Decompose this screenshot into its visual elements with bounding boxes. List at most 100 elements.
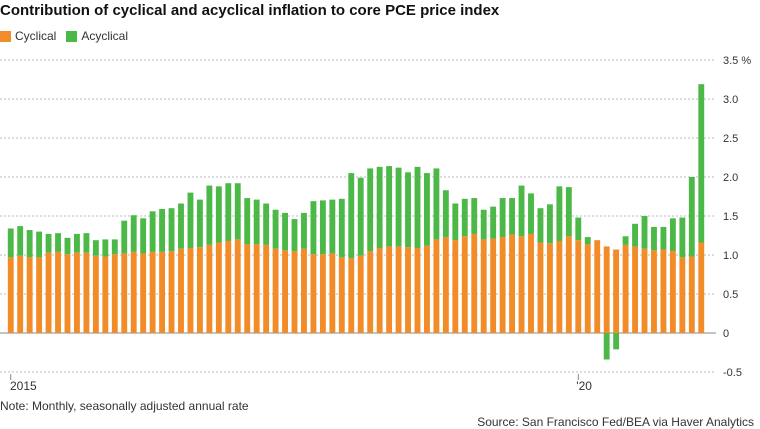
legend-label-cyclical: Cyclical xyxy=(15,29,57,43)
bar-acyclical xyxy=(338,198,345,258)
bar-acyclical xyxy=(395,167,402,247)
bar-acyclical xyxy=(244,198,251,245)
bar-cyclical xyxy=(518,236,525,333)
bar-acyclical xyxy=(329,199,336,254)
bar-cyclical xyxy=(291,251,298,333)
bar-cyclical xyxy=(679,257,686,333)
bar-acyclical xyxy=(187,192,194,248)
bar-acyclical xyxy=(518,185,525,237)
bar-cyclical xyxy=(357,255,364,333)
bar-cyclical xyxy=(7,257,14,333)
y-tick-label: 0 xyxy=(723,328,729,340)
bar-cyclical xyxy=(17,255,24,333)
x-tick-label: '20 xyxy=(576,379,592,393)
bar-cyclical xyxy=(102,256,109,333)
bar-cyclical xyxy=(215,242,222,333)
chart-legend: Cyclical Acyclical xyxy=(0,29,138,43)
bar-cyclical xyxy=(301,248,307,333)
bar-acyclical xyxy=(74,233,80,253)
y-tick-label: -0.5 xyxy=(723,367,742,379)
bar-acyclical xyxy=(528,193,534,234)
legend-label-acyclical: Acyclical xyxy=(81,29,129,43)
bar-acyclical xyxy=(319,200,326,255)
bar-acyclical xyxy=(215,186,222,243)
bar-acyclical xyxy=(490,206,497,239)
bar-acyclical xyxy=(651,226,657,251)
bar-cyclical xyxy=(452,240,459,333)
bar-cyclical xyxy=(461,236,468,333)
bar-acyclical xyxy=(405,172,411,248)
bar-cyclical xyxy=(45,252,52,333)
bar-cyclical xyxy=(26,257,33,333)
bar-acyclical xyxy=(36,231,43,258)
bar-acyclical xyxy=(272,209,279,249)
bar-acyclical xyxy=(613,333,620,350)
bar-cyclical xyxy=(74,252,80,333)
bar-acyclical xyxy=(282,212,288,251)
bar-cyclical xyxy=(480,239,487,333)
bar-acyclical xyxy=(140,218,147,254)
bar-cyclical xyxy=(603,246,610,333)
chart-source: Source: San Francisco Fed/BEA via Haver … xyxy=(477,415,754,429)
bar-cyclical xyxy=(263,244,270,333)
bar-cyclical xyxy=(310,254,317,333)
bar-cyclical xyxy=(329,253,336,333)
bar-acyclical xyxy=(584,237,591,245)
bar-acyclical xyxy=(121,220,128,254)
bar-cyclical xyxy=(282,250,288,333)
bar-acyclical xyxy=(17,226,24,256)
bar-cyclical xyxy=(698,242,705,333)
bar-acyclical xyxy=(461,198,468,237)
bar-acyclical xyxy=(253,199,260,245)
bar-cyclical xyxy=(471,233,478,333)
bar-cyclical xyxy=(206,244,213,333)
bar-cyclical xyxy=(121,253,128,333)
y-tick-label: 2.0 xyxy=(723,172,738,184)
bar-cyclical xyxy=(584,244,591,333)
bar-acyclical xyxy=(471,198,478,234)
bar-acyclical xyxy=(55,233,61,252)
bar-acyclical xyxy=(159,208,166,252)
bar-cyclical xyxy=(159,251,166,333)
bar-cyclical xyxy=(272,248,279,333)
bar-acyclical xyxy=(603,333,610,360)
bar-acyclical xyxy=(565,187,572,237)
bar-acyclical xyxy=(367,168,374,252)
bar-acyclical xyxy=(196,199,203,248)
bar-cyclical xyxy=(386,246,393,333)
bar-acyclical xyxy=(102,239,109,257)
legend-item-cyclical: Cyclical xyxy=(0,29,56,43)
bar-cyclical xyxy=(348,258,355,333)
bar-cyclical xyxy=(641,248,648,333)
bar-acyclical xyxy=(348,173,355,259)
y-tick-label: 2.5 xyxy=(723,133,738,145)
bar-cyclical xyxy=(433,239,440,333)
bar-cyclical xyxy=(528,233,534,333)
bar-cyclical xyxy=(178,248,184,333)
bar-cyclical xyxy=(490,238,497,333)
bar-acyclical xyxy=(130,215,137,252)
y-tick-label: 1.0 xyxy=(723,250,738,262)
bar-cyclical xyxy=(111,254,118,333)
bar-acyclical xyxy=(64,237,71,255)
chart-footnote: Note: Monthly, seasonally adjusted annua… xyxy=(0,399,249,413)
bar-acyclical xyxy=(452,203,459,241)
bar-cyclical xyxy=(395,246,402,333)
bar-cyclical xyxy=(36,257,43,333)
bar-acyclical xyxy=(669,218,676,252)
bar-acyclical xyxy=(178,203,184,249)
bar-cyclical xyxy=(338,257,345,333)
bar-cyclical xyxy=(622,244,629,333)
bar-cyclical xyxy=(651,250,657,333)
bar-cyclical xyxy=(55,251,61,333)
bar-cyclical xyxy=(187,247,194,333)
bar-acyclical xyxy=(168,208,175,252)
bar-acyclical xyxy=(92,240,99,256)
y-tick-label: 0.5 xyxy=(723,289,738,301)
y-tick-label: 3.5 % xyxy=(723,55,751,67)
bar-acyclical xyxy=(480,209,487,240)
bar-acyclical xyxy=(424,173,430,246)
bar-cyclical xyxy=(537,242,544,333)
bar-acyclical xyxy=(698,84,705,243)
bar-cyclical xyxy=(565,236,572,333)
